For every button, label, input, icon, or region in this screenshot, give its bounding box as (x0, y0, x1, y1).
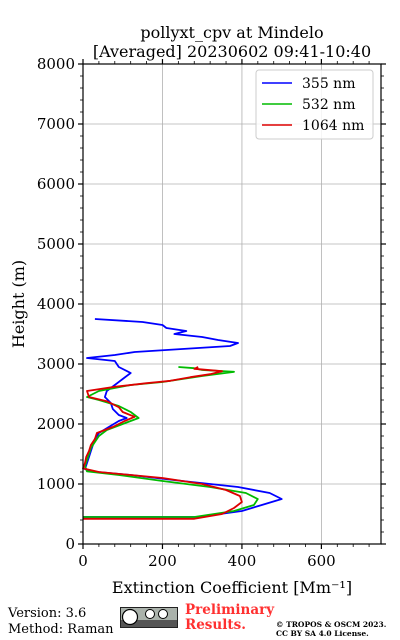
axis-ticks: 0 200 400 600010002000300040005000600070008… (37, 55, 386, 570)
legend-box (255, 69, 374, 140)
method-text: Method: Raman (8, 622, 114, 637)
y-tick-label: 8000 (37, 55, 75, 73)
copyright-text: © TROPOS & OSCM 2023. (276, 620, 387, 629)
y-tick-label: 6000 (37, 175, 75, 193)
y-tick-label: 1000 (37, 475, 75, 493)
license-text: CC BY SA 4.0 License. (276, 629, 369, 638)
legend-label-1064: 1064 nm (302, 118, 364, 134)
cc-by-sa-license-icon (120, 607, 178, 628)
results-label: Results. (185, 617, 246, 633)
x-axis-label: Extinction Coefficient [Mm⁻¹] (112, 578, 352, 597)
legend-label-532: 532 nm (302, 97, 355, 113)
y-tick-label: 0 (65, 535, 75, 553)
y-tick-label: 3000 (37, 355, 75, 373)
y-tick-label: 2000 (37, 415, 75, 433)
series-line-355-nm (83, 318, 283, 518)
x-tick-label: 200 (148, 552, 177, 570)
y-tick-label: 7000 (37, 115, 75, 133)
x-tick-label: 600 (307, 552, 336, 570)
legend: 355 nm 532 nm 1064 nm (255, 69, 374, 140)
preliminary-label: Preliminary (185, 602, 275, 618)
series-lines (82, 318, 283, 520)
extinction-profile-chart: pollyxt_cpv at Mindelo [Averaged] 202306… (9, 23, 386, 597)
legend-label-355: 355 nm (302, 76, 355, 92)
chart-title-line1: pollyxt_cpv at Mindelo (140, 23, 323, 42)
chart-title-line2: [Averaged] 20230602 09:41-10:40 (93, 42, 371, 61)
y-axis-label: Height (m) (9, 260, 28, 348)
series-line-1064-nm (82, 366, 243, 520)
x-tick-label: 400 (228, 552, 257, 570)
x-tick-label: 0 (78, 552, 88, 570)
y-tick-label: 4000 (37, 295, 75, 313)
y-tick-label: 5000 (37, 235, 75, 253)
series-line-532-nm (83, 366, 259, 518)
version-text: Version: 3.6 (8, 606, 87, 621)
